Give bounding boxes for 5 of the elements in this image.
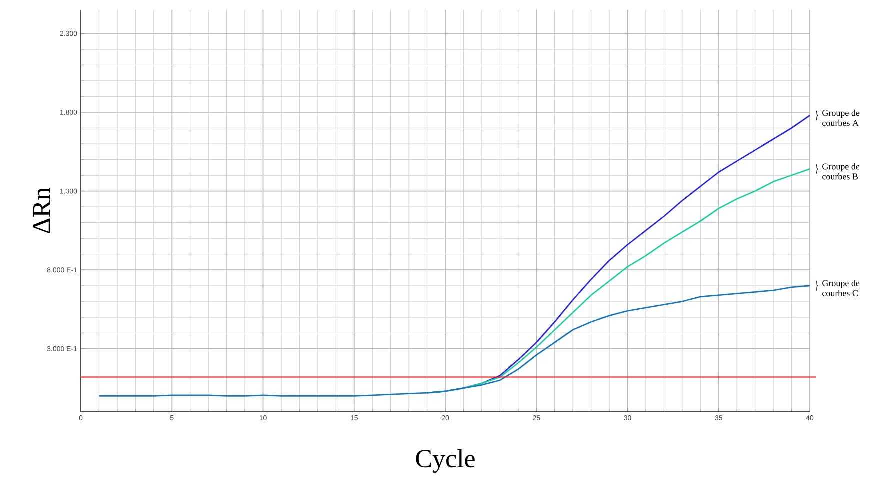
x-axis-title: Cycle xyxy=(416,449,475,473)
series-label: Groupe de courbes B xyxy=(822,163,860,180)
series-label: Groupe de courbes C xyxy=(822,280,860,296)
series-label: Groupe de courbes A xyxy=(822,110,860,126)
y-axis-title: ΔRn xyxy=(33,188,50,234)
